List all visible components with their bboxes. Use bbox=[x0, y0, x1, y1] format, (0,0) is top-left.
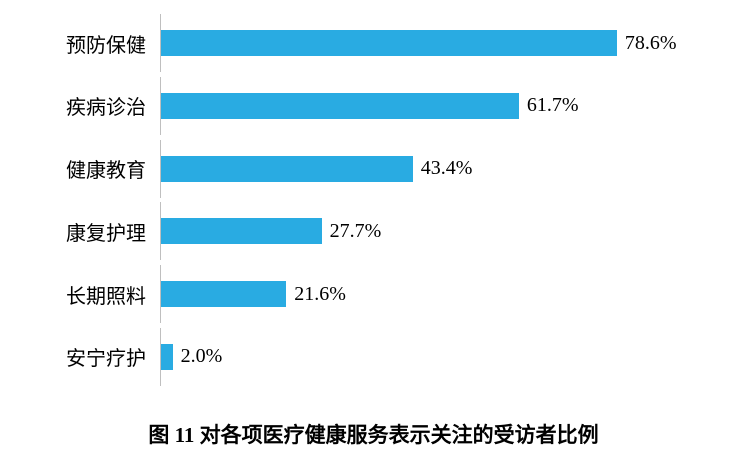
plot-area: 预防保健 78.6% 疾病诊治 61.7% 健康教育 43.4% 康复护理 27.7% 长期照料… bbox=[0, 14, 741, 386]
bar-row: 长期照料 21.6% bbox=[0, 265, 741, 324]
bar-track: 2.0% bbox=[160, 327, 741, 386]
bar bbox=[161, 30, 617, 56]
bar bbox=[161, 92, 519, 119]
category-label: 疾病诊治 bbox=[66, 97, 146, 120]
bar-track: 78.6% bbox=[160, 14, 741, 72]
bar-track: 61.7% bbox=[160, 76, 741, 135]
value-label: 78.6% bbox=[624, 31, 677, 54]
bar-row: 康复护理 27.7% bbox=[0, 202, 741, 261]
category-label: 健康教育 bbox=[66, 160, 146, 183]
bar-row: 安宁疗护 2.0% bbox=[0, 327, 741, 386]
bar bbox=[161, 218, 322, 245]
bar-track: 43.4% bbox=[160, 139, 741, 198]
value-label: 27.7% bbox=[329, 219, 382, 242]
bar bbox=[161, 343, 173, 370]
bar bbox=[161, 155, 413, 182]
bar-track: 27.7% bbox=[160, 202, 741, 261]
value-label: 43.4% bbox=[420, 157, 473, 180]
category-label: 康复护理 bbox=[66, 222, 146, 245]
value-label: 21.6% bbox=[294, 282, 346, 305]
bar-row: 预防保健 78.6% bbox=[0, 14, 741, 72]
value-label: 2.0% bbox=[180, 345, 223, 368]
bar-row: 健康教育 43.4% bbox=[0, 139, 741, 198]
category-label: 安宁疗护 bbox=[66, 348, 146, 371]
bar bbox=[161, 281, 287, 308]
category-label: 预防保健 bbox=[66, 34, 146, 57]
value-label: 61.7% bbox=[526, 94, 579, 117]
category-label: 长期照料 bbox=[66, 285, 146, 308]
bar-row: 疾病诊治 61.7% bbox=[0, 76, 741, 135]
chart-title: 图 11 对各项医疗健康服务表示关注的受访者比例 bbox=[148, 423, 599, 447]
bar-track: 21.6% bbox=[160, 265, 741, 324]
